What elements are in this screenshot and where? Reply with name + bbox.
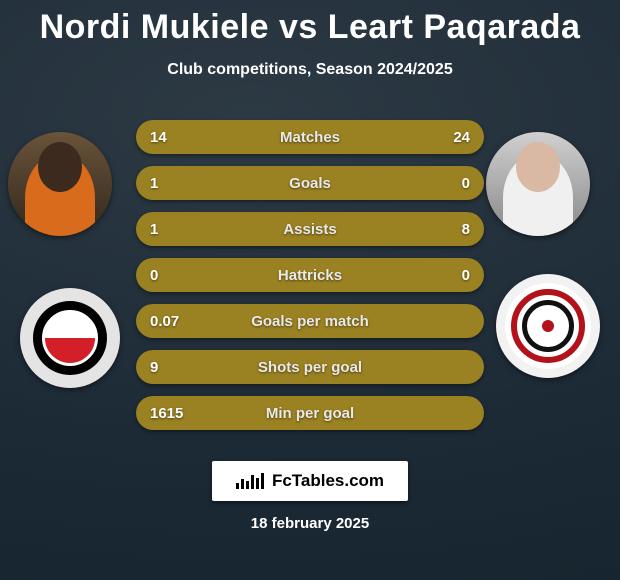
stat-value-right: 0 xyxy=(462,258,470,292)
vs-separator: vs xyxy=(279,8,318,46)
date-text: 18 february 2025 xyxy=(251,515,369,532)
stat-value-right: 8 xyxy=(462,212,470,246)
footer: FcTables.com 18 february 2025 xyxy=(0,461,620,532)
stat-row: 1615Min per goal xyxy=(136,396,484,430)
player1-head-icon xyxy=(38,142,82,192)
player2-club-logo xyxy=(496,274,600,378)
stat-label: Hattricks xyxy=(136,258,484,292)
player1-name: Nordi Mukiele xyxy=(40,8,269,46)
stat-row: 1Assists8 xyxy=(136,212,484,246)
player1-avatar xyxy=(8,132,112,236)
content-area: 14Matches241Goals01Assists80Hattricks00.… xyxy=(0,112,620,580)
bars-icon xyxy=(236,473,264,489)
stat-label: Assists xyxy=(136,212,484,246)
subtitle: Club competitions, Season 2024/2025 xyxy=(0,61,620,79)
stat-value-right: 24 xyxy=(453,120,470,154)
stat-value-right: 0 xyxy=(462,166,470,200)
stat-row: 0.07Goals per match xyxy=(136,304,484,338)
stat-label: Min per goal xyxy=(136,396,484,430)
stat-label: Goals xyxy=(136,166,484,200)
page-title: Nordi Mukiele vs Leart Paqarada xyxy=(0,8,620,47)
stats-list: 14Matches241Goals01Assists80Hattricks00.… xyxy=(136,120,484,442)
stat-row: 9Shots per goal xyxy=(136,350,484,384)
player1-club-logo xyxy=(20,288,120,388)
stat-label: Shots per goal xyxy=(136,350,484,384)
player2-head-icon xyxy=(516,142,560,192)
stat-label: Goals per match xyxy=(136,304,484,338)
swirl-ring-inner-icon xyxy=(522,300,574,352)
stat-row: 14Matches24 xyxy=(136,120,484,154)
swirl-logo-icon xyxy=(505,283,591,369)
player2-avatar xyxy=(486,132,590,236)
player2-name: Leart Paqarada xyxy=(328,8,581,46)
stat-row: 0Hattricks0 xyxy=(136,258,484,292)
brand-text: FcTables.com xyxy=(272,471,384,491)
leverkusen-shield-icon xyxy=(33,301,107,375)
stat-row: 1Goals0 xyxy=(136,166,484,200)
stat-label: Matches xyxy=(136,120,484,154)
card-container: Nordi Mukiele vs Leart Paqarada Club com… xyxy=(0,0,620,580)
leverkusen-inner-icon xyxy=(42,310,98,366)
brand-badge[interactable]: FcTables.com xyxy=(212,461,408,501)
